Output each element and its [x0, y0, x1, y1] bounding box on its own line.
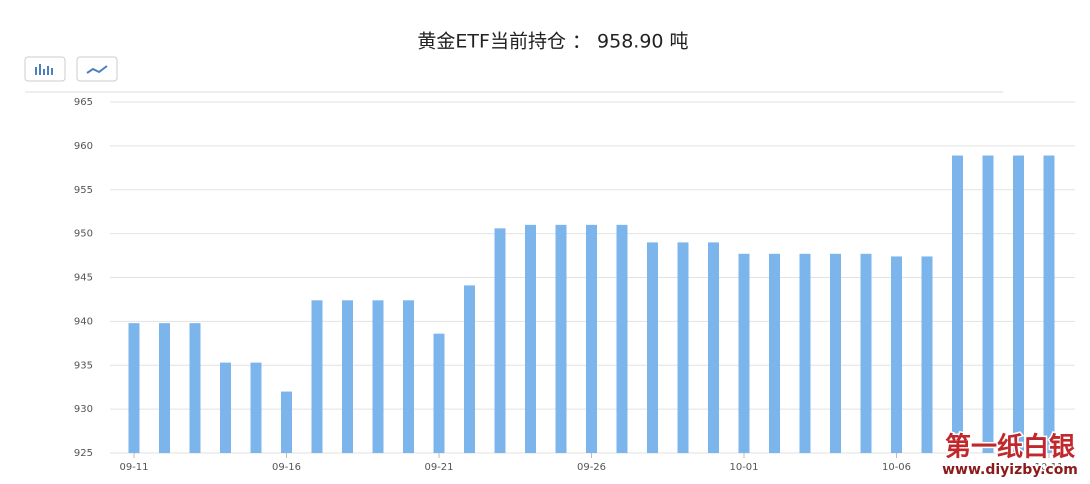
- bar: [1013, 155, 1024, 453]
- bar: [616, 224, 628, 453]
- bar: [921, 256, 933, 453]
- bar: [738, 253, 750, 453]
- y-tick-label: 940: [74, 316, 93, 327]
- watermark-name: 第一纸白银: [945, 432, 1076, 463]
- bar: [494, 228, 506, 453]
- bar: [952, 155, 963, 453]
- y-tick-label: 960: [74, 141, 93, 152]
- bar: [220, 362, 231, 453]
- bar: [433, 333, 445, 453]
- bar: [372, 300, 384, 453]
- x-tick-label: 09-11: [119, 462, 148, 473]
- y-tick-label: 925: [74, 448, 93, 459]
- bar: [250, 362, 262, 453]
- x-tick-label: 09-26: [577, 462, 606, 473]
- bar: [342, 300, 353, 453]
- bar: [1043, 155, 1055, 453]
- x-tick-label: 10-01: [729, 462, 758, 473]
- x-tick-label: 09-21: [424, 462, 453, 473]
- x-tick-label: 10-06: [882, 462, 911, 473]
- bar: [464, 285, 475, 453]
- bar: [189, 323, 201, 453]
- y-tick-label: 950: [74, 229, 93, 240]
- y-tick-label: 930: [74, 404, 93, 415]
- bar: [799, 253, 811, 453]
- bar: [403, 300, 414, 453]
- y-tick-label: 935: [74, 360, 93, 371]
- watermark-url: www.diyizby.com: [942, 462, 1078, 478]
- bar: [159, 323, 170, 453]
- bar: [586, 224, 597, 453]
- chart-title: 黄金ETF当前持仓 ： 958.90 吨: [417, 31, 688, 53]
- y-tick-label: 945: [74, 273, 93, 284]
- x-tick-label: 09-16: [272, 462, 301, 473]
- bar: [311, 300, 323, 453]
- plot-area: 925 930 935 940 945 950 955 960 965 09-11 09-16 09-…: [74, 97, 1075, 473]
- bar: [555, 224, 567, 453]
- watermark: 第一纸白银 www.diyizby.com: [941, 430, 1080, 480]
- y-tick-label: 965: [74, 97, 93, 108]
- bar: [128, 323, 140, 453]
- line-chart-button[interactable]: [76, 56, 118, 82]
- bar: [830, 253, 841, 453]
- bar: [708, 242, 719, 453]
- bar: [769, 253, 780, 453]
- bar: [647, 242, 658, 453]
- bar: [525, 224, 536, 453]
- bar: [891, 256, 902, 453]
- bar: [281, 391, 292, 453]
- bar: [982, 155, 994, 453]
- y-tick-label: 955: [74, 185, 93, 196]
- bar-chart-button[interactable]: [24, 56, 66, 82]
- bar: [677, 242, 689, 453]
- x-tick-label: 10-11: [1034, 462, 1063, 473]
- bar: [860, 253, 872, 453]
